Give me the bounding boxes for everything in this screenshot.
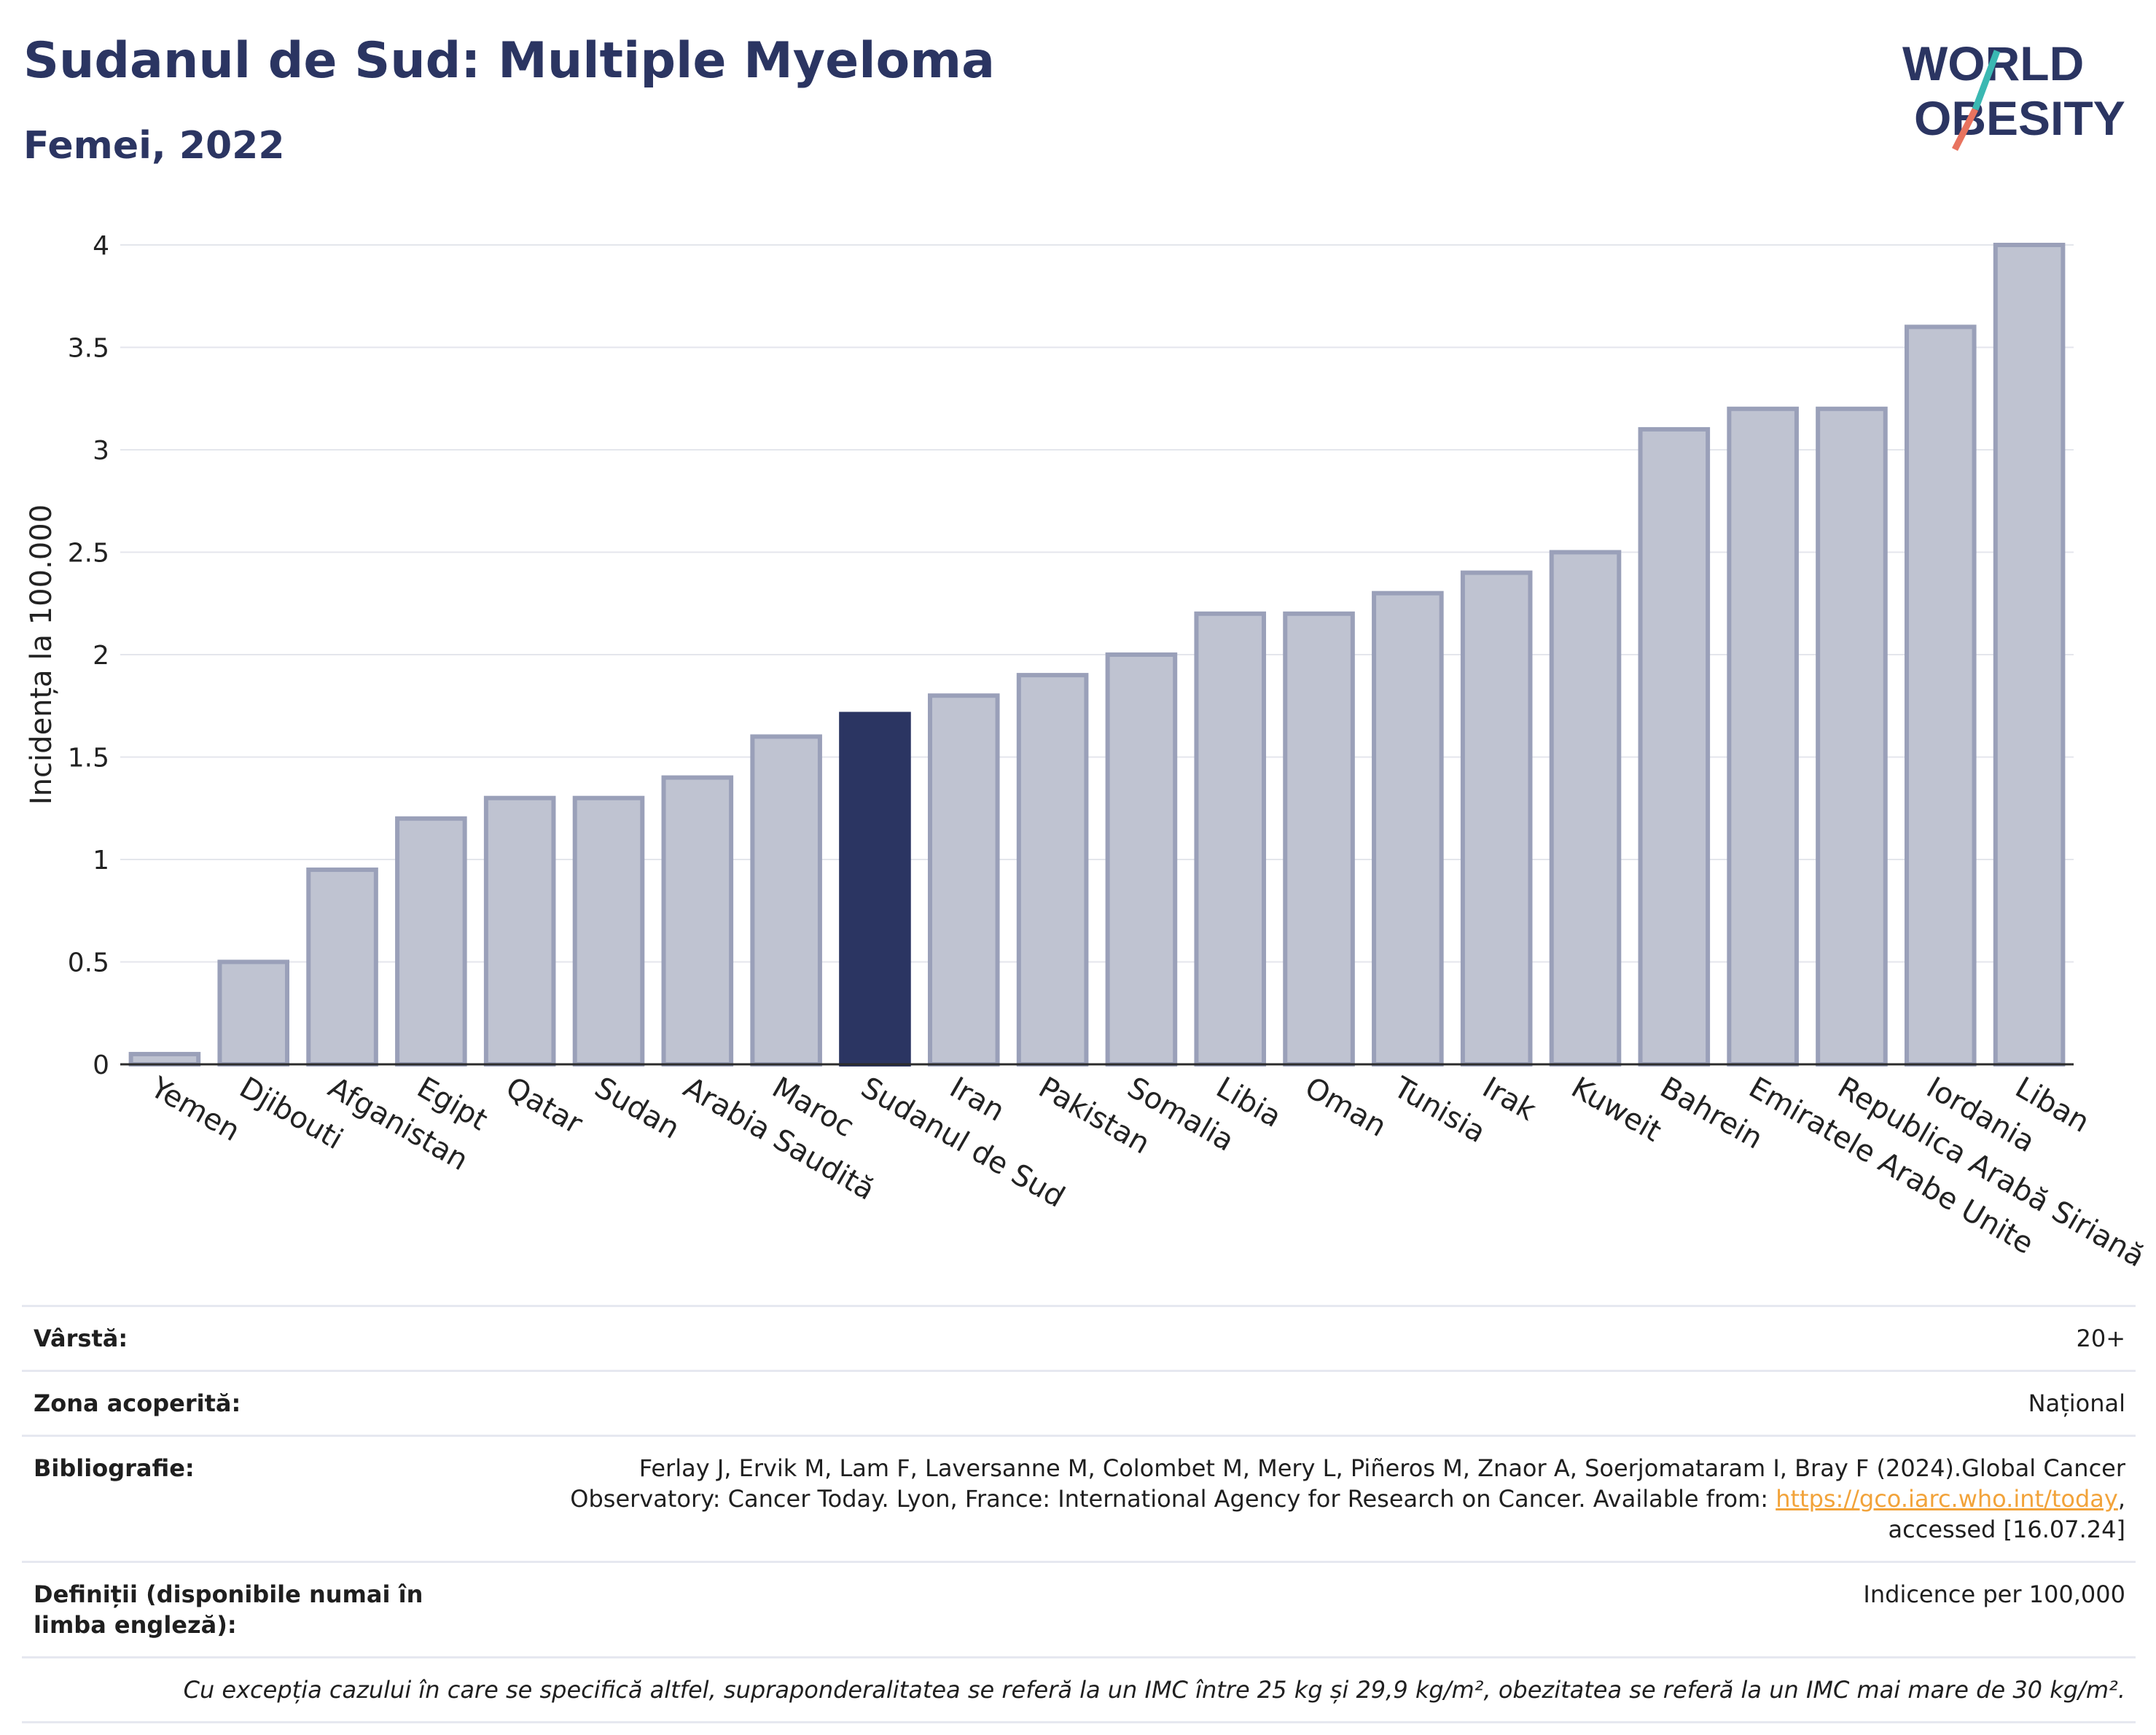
bar <box>1105 652 1178 1067</box>
bar <box>839 711 911 1067</box>
page-title: Sudanul de Sud: Multiple Myeloma <box>23 32 996 90</box>
bar <box>1549 550 1622 1067</box>
bar <box>750 734 822 1067</box>
x-tick-label: Oman <box>1300 1071 1392 1144</box>
y-tick-label: 4 <box>93 231 109 261</box>
y-tick-label: 0 <box>93 1050 109 1080</box>
bibliography-text: Ferlay J, Ervik M, Lam F, Laversanne M, … <box>570 1454 2125 1513</box>
y-tick-label: 1 <box>93 846 109 876</box>
info-row-definitions: Definiții (disponibile numai în limba en… <box>22 1561 2136 1656</box>
x-tick-label: Kuweit <box>1566 1071 1667 1149</box>
info-row-age: Vârstă: 20+ <box>22 1305 2136 1370</box>
info-row-bibliography: Bibliografie: Ferlay J, Ervik M, Lam F, … <box>22 1435 2136 1561</box>
world-obesity-logo: WORLD OBESITY <box>1902 36 2125 152</box>
bar <box>1904 324 1977 1067</box>
info-value-age: 20+ <box>2076 1325 2125 1352</box>
info-key-age: Vârstă: <box>34 1325 128 1352</box>
y-tick-label: 0.5 <box>68 948 109 978</box>
y-tick-label: 2 <box>93 641 109 671</box>
bibliography-accessed: , accessed [16.07.24] <box>1888 1485 2125 1543</box>
info-key-area: Zona acoperită: <box>34 1389 241 1417</box>
bar <box>927 693 1000 1067</box>
y-tick-label: 2.5 <box>68 539 109 569</box>
bar <box>1727 406 1799 1067</box>
bar-chart: 0 0.5 1 1.5 2 2.5 3 3.5 4 Incidența la 100.000 Yem… <box>25 231 2150 1274</box>
logo-slash-lower <box>1951 107 1979 152</box>
footnote: Cu excepția cazului în care se specifică… <box>22 1656 2136 1723</box>
bar <box>1194 611 1267 1067</box>
info-table: Vârstă: 20+ Zona acoperită: Național Bib… <box>22 1305 2136 1723</box>
bar <box>217 959 290 1067</box>
page-subtitle: Femei, 2022 <box>23 124 285 168</box>
x-tick-label: Qatar <box>500 1071 588 1141</box>
bar <box>1283 611 1355 1067</box>
x-tick-label: Tunisia <box>1387 1070 1491 1150</box>
y-tick-label: 1.5 <box>68 744 109 773</box>
bar <box>395 816 467 1067</box>
y-axis-label: Incidența la 100.000 <box>25 504 58 805</box>
bar <box>1993 243 2066 1067</box>
bar <box>1638 426 1711 1067</box>
x-tick-label: Yemen <box>144 1070 246 1148</box>
y-tick-label: 3.5 <box>68 334 109 364</box>
x-tick-label: Sudan <box>589 1071 685 1146</box>
bar <box>128 1051 201 1067</box>
bar <box>306 868 378 1067</box>
y-tick-label: 3 <box>93 436 109 466</box>
info-key-definitions: Definiții (disponibile numai în limba en… <box>34 1580 423 1639</box>
bar <box>1460 570 1533 1067</box>
info-value-area: Național <box>2028 1389 2125 1417</box>
bar <box>572 795 645 1067</box>
bar <box>1016 673 1089 1067</box>
bibliography-link[interactable]: https://gco.iarc.who.int/today <box>1776 1485 2118 1513</box>
bar <box>661 775 734 1067</box>
info-key-bibliography: Bibliografie: <box>34 1454 195 1482</box>
bar <box>1372 590 1444 1067</box>
info-value-definitions: Indicence per 100,000 <box>1863 1580 2125 1608</box>
info-value-bibliography: Ferlay J, Ervik M, Lam F, Laversanne M, … <box>500 1453 2125 1545</box>
bar <box>1816 406 1888 1067</box>
logo-line2: OBESITY <box>1914 91 2125 145</box>
info-row-area: Zona acoperită: Național <box>22 1370 2136 1435</box>
logo-slash-upper <box>1972 50 2001 111</box>
bar <box>483 795 556 1067</box>
x-tick-label: Bahrein <box>1655 1071 1768 1156</box>
